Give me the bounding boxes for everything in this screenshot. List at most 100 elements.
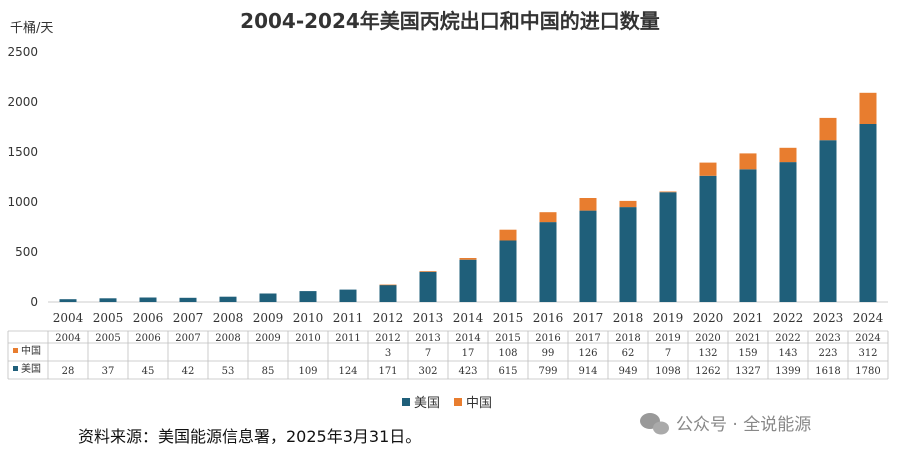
bar-us-2020 — [699, 175, 717, 302]
table-header-cell: 2006 — [135, 333, 160, 344]
x-tick-label: 2022 — [773, 311, 804, 325]
table-cell: 302 — [418, 366, 437, 377]
x-tick-label: 2006 — [133, 311, 164, 325]
legend: 美国 中国 — [402, 396, 492, 411]
x-tick-label: 2009 — [253, 311, 284, 325]
table-header-cell: 2005 — [95, 333, 120, 344]
table-cell: 615 — [498, 366, 517, 377]
table-header-cell: 2007 — [175, 333, 200, 344]
table-cell: 1098 — [655, 366, 680, 377]
table-header-cell: 2013 — [415, 333, 440, 344]
wechat-icon — [640, 413, 669, 435]
data-table: 2004 2005 2006 2007 2008 2009 2010 2011 2012 2013… — [7, 330, 889, 380]
bar-china-2018 — [619, 200, 637, 208]
bar-us-2023 — [819, 140, 837, 302]
y-tick-label: 500 — [15, 245, 38, 259]
x-tick-label: 2019 — [653, 311, 684, 325]
x-tick-label: 2016 — [533, 311, 564, 325]
table-cell: 1780 — [855, 366, 880, 377]
bar-us-2013 — [419, 271, 437, 302]
table-cell: 99 — [542, 348, 555, 359]
x-tick-label: 2008 — [213, 311, 244, 325]
bar-us-2021 — [739, 169, 757, 302]
bar-china-2012 — [379, 284, 397, 286]
bars — [59, 92, 877, 302]
table-cell: 28 — [62, 366, 75, 377]
bar-china-2013 — [419, 271, 437, 272]
y-tick-label: 1000 — [7, 195, 38, 209]
table-cell: 143 — [778, 348, 797, 359]
bar-us-2018 — [619, 207, 637, 302]
table-cell: 159 — [738, 348, 757, 359]
x-tick-label: 2014 — [453, 311, 484, 325]
table-cell: 312 — [858, 348, 877, 359]
bar-china-2024 — [859, 92, 877, 124]
table-header-cell: 2021 — [735, 333, 760, 344]
table-cell: 37 — [102, 366, 115, 377]
y-tick-label: 2000 — [7, 95, 38, 109]
x-tick-label: 2010 — [293, 311, 324, 325]
bar-us-2006 — [139, 297, 157, 302]
bar-china-2017 — [579, 198, 597, 211]
bar-china-2020 — [699, 162, 717, 176]
bar-us-2024 — [859, 124, 877, 302]
table-cell: 109 — [298, 366, 317, 377]
bar-us-2022 — [779, 162, 797, 302]
table-cell: 1618 — [815, 366, 840, 377]
bar-us-2011 — [339, 289, 357, 302]
table-cell: 171 — [378, 366, 397, 377]
bar-us-2017 — [579, 210, 597, 302]
bar-china-2023 — [819, 117, 837, 141]
table-cell: 7 — [665, 348, 671, 359]
bar-us-2009 — [259, 293, 277, 302]
table-cell: 914 — [578, 366, 597, 377]
bar-us-2015 — [499, 240, 517, 302]
table-cell: 108 — [498, 348, 517, 359]
table-header-cell: 2022 — [775, 333, 800, 344]
table-cell: 124 — [338, 366, 357, 377]
table-header-cell: 2011 — [335, 333, 360, 344]
bar-us-2012 — [379, 284, 397, 302]
x-tick-label: 2021 — [733, 311, 764, 325]
x-tick-label: 2023 — [813, 311, 844, 325]
x-tick-label: 2017 — [573, 311, 604, 325]
bar-us-2005 — [99, 298, 117, 302]
bar-china-2019 — [659, 191, 677, 193]
table-cell: 223 — [818, 348, 837, 359]
table-header-cell: 2017 — [575, 333, 600, 344]
table-cell: 132 — [698, 348, 717, 359]
watermark: 公众号 · 全说能源 — [640, 413, 811, 435]
table-header-cell: 2023 — [815, 333, 840, 344]
table-row-swatch — [13, 348, 18, 353]
x-tick-label: 2024 — [853, 311, 884, 325]
bar-us-2008 — [219, 296, 237, 302]
y-axis-unit-label: 千桶/天 — [10, 21, 53, 36]
table-cell: 1327 — [735, 366, 760, 377]
x-tick-label: 2004 — [53, 311, 84, 325]
table-header-cell: 2015 — [495, 333, 520, 344]
table-cell: 949 — [618, 366, 637, 377]
table-header-cell: 2008 — [215, 333, 240, 344]
x-tick-label: 2015 — [493, 311, 524, 325]
bar-china-2021 — [739, 153, 757, 170]
bar-china-2014 — [459, 258, 477, 260]
table-header-cell: 2010 — [295, 333, 320, 344]
legend-swatch — [402, 398, 410, 406]
table-header-cell: 2012 — [375, 333, 400, 344]
y-tick-label: 2500 — [7, 45, 38, 59]
table-cell: 1262 — [695, 366, 720, 377]
table-header-cell: 2014 — [455, 333, 480, 344]
bar-china-2015 — [499, 229, 517, 241]
bar-us-2014 — [459, 259, 477, 302]
x-tick-label: 2007 — [173, 311, 204, 325]
y-tick-label: 1500 — [7, 145, 38, 159]
table-cell: 126 — [578, 348, 597, 359]
bar-china-2022 — [779, 147, 797, 163]
table-cell: 45 — [142, 366, 155, 377]
table-header-cell: 2020 — [695, 333, 720, 344]
chart-title: 2004-2024年美国丙烷出口和中国的进口数量 — [240, 9, 660, 33]
x-tick-label: 2011 — [333, 311, 364, 325]
bar-china-2016 — [539, 212, 557, 223]
table-header-cell: 2018 — [615, 333, 640, 344]
